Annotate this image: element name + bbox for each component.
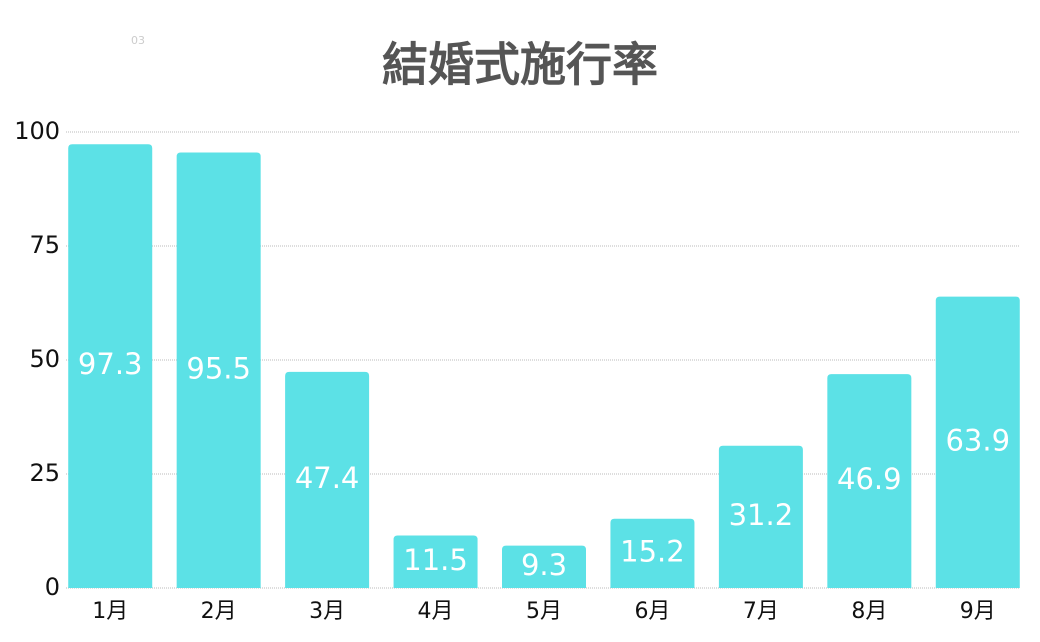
x-tick-label: 7月 [743,599,779,624]
x-tick-label: 3月 [309,599,345,624]
bar [610,518,695,588]
data-label: 11.5 [403,543,468,577]
bar [68,144,153,588]
data-label: 47.4 [295,461,360,495]
x-tick-label: 6月 [634,599,670,624]
data-label: 63.9 [945,423,1010,457]
annotation: 03 [131,34,145,47]
bar [502,545,586,588]
x-tick-label: 5月 [526,599,562,624]
bar [935,296,1020,588]
y-tick-label: 100 [14,117,60,145]
y-tick-label: 75 [29,231,60,259]
x-tick-label: 9月 [960,599,996,624]
bar [176,152,261,588]
data-label: 31.2 [729,498,794,532]
x-tick-label: 8月 [851,599,887,624]
chart-title: 結婚式施行率 [382,38,658,92]
bar [285,371,370,588]
x-tick-label: 4月 [418,599,454,624]
data-label: 95.5 [186,351,251,385]
y-tick-label: 50 [29,345,60,373]
bar [827,374,912,588]
data-label: 97.3 [78,347,143,381]
bar [393,535,478,588]
data-label: 15.2 [620,534,685,568]
x-tick-label: 1月 [92,599,128,624]
data-label: 46.9 [837,462,902,496]
data-label: 9.3 [521,548,567,582]
y-tick-label: 0 [45,573,60,601]
bar [718,445,803,588]
y-tick-label: 25 [29,459,60,487]
x-tick-label: 2月 [201,599,237,624]
